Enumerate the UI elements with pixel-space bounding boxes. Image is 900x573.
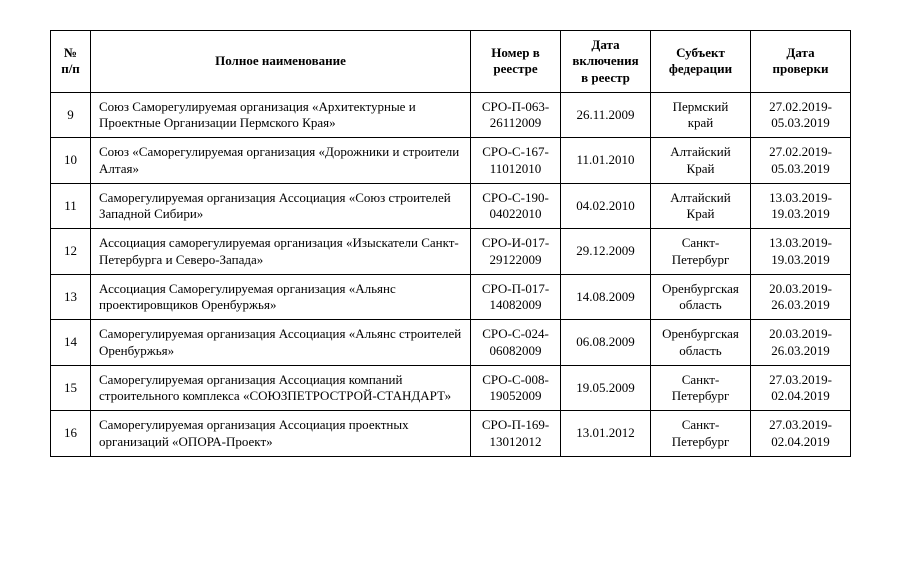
cell-check-date: 13.03.2019-19.03.2019	[751, 229, 851, 275]
cell-reg-no: СРО-П-169-13012012	[471, 411, 561, 457]
table-body: 9Союз Саморегулируемая организация «Архи…	[51, 92, 851, 456]
cell-subject: Алтайский Край	[651, 183, 751, 229]
cell-check-date: 27.03.2019-02.04.2019	[751, 365, 851, 411]
col-check-date: Дата проверки	[751, 31, 851, 93]
cell-incl-date: 11.01.2010	[561, 138, 651, 184]
registry-table: № п/п Полное наименование Номер в реестр…	[50, 30, 851, 457]
cell-num: 11	[51, 183, 91, 229]
cell-num: 13	[51, 274, 91, 320]
header-row: № п/п Полное наименование Номер в реестр…	[51, 31, 851, 93]
cell-subject: Оренбургская область	[651, 320, 751, 366]
cell-num: 9	[51, 92, 91, 138]
cell-reg-no: СРО-П-017-14082009	[471, 274, 561, 320]
cell-reg-no: СРО-П-063-26112009	[471, 92, 561, 138]
table-row: 14Саморегулируемая организация Ассоциаци…	[51, 320, 851, 366]
cell-check-date: 20.03.2019-26.03.2019	[751, 274, 851, 320]
cell-reg-no: СРО-С-190-04022010	[471, 183, 561, 229]
cell-subject: Алтайский Край	[651, 138, 751, 184]
cell-name: Ассоциация Саморегулируемая организация …	[91, 274, 471, 320]
table-row: 16Саморегулируемая организация Ассоциаци…	[51, 411, 851, 457]
cell-incl-date: 04.02.2010	[561, 183, 651, 229]
cell-reg-no: СРО-С-008-19052009	[471, 365, 561, 411]
col-name: Полное наименование	[91, 31, 471, 93]
cell-name: Ассоциация саморегулируемая организация …	[91, 229, 471, 275]
cell-reg-no: СРО-И-017-29122009	[471, 229, 561, 275]
cell-check-date: 27.02.2019-05.03.2019	[751, 92, 851, 138]
cell-subject: Оренбургская область	[651, 274, 751, 320]
table-row: 12Ассоциация саморегулируемая организаци…	[51, 229, 851, 275]
cell-name: Саморегулируемая организация Ассоциация …	[91, 365, 471, 411]
cell-num: 12	[51, 229, 91, 275]
cell-subject: Санкт-Петербург	[651, 229, 751, 275]
cell-check-date: 27.03.2019-02.04.2019	[751, 411, 851, 457]
table-row: 11Саморегулируемая организация Ассоциаци…	[51, 183, 851, 229]
table-head: № п/п Полное наименование Номер в реестр…	[51, 31, 851, 93]
cell-name: Саморегулируемая организация Ассоциация …	[91, 320, 471, 366]
cell-check-date: 20.03.2019-26.03.2019	[751, 320, 851, 366]
cell-name: Союз Саморегулируемая организация «Архит…	[91, 92, 471, 138]
cell-subject: Санкт-Петербург	[651, 411, 751, 457]
cell-incl-date: 29.12.2009	[561, 229, 651, 275]
table-row: 9Союз Саморегулируемая организация «Архи…	[51, 92, 851, 138]
cell-num: 15	[51, 365, 91, 411]
col-reg-no: Номер в реестре	[471, 31, 561, 93]
cell-name: Союз «Саморегулируемая организация «Доро…	[91, 138, 471, 184]
cell-incl-date: 19.05.2009	[561, 365, 651, 411]
cell-incl-date: 13.01.2012	[561, 411, 651, 457]
cell-incl-date: 26.11.2009	[561, 92, 651, 138]
cell-incl-date: 14.08.2009	[561, 274, 651, 320]
cell-name: Саморегулируемая организация Ассоциация …	[91, 183, 471, 229]
cell-num: 14	[51, 320, 91, 366]
cell-incl-date: 06.08.2009	[561, 320, 651, 366]
col-num: № п/п	[51, 31, 91, 93]
col-incl-date: Дата включения в реестр	[561, 31, 651, 93]
cell-check-date: 13.03.2019-19.03.2019	[751, 183, 851, 229]
cell-check-date: 27.02.2019-05.03.2019	[751, 138, 851, 184]
table-row: 13Ассоциация Саморегулируемая организаци…	[51, 274, 851, 320]
table-row: 10Союз «Саморегулируемая организация «До…	[51, 138, 851, 184]
cell-name: Саморегулируемая организация Ассоциация …	[91, 411, 471, 457]
cell-reg-no: СРО-С-024-06082009	[471, 320, 561, 366]
cell-num: 16	[51, 411, 91, 457]
cell-subject: Пермский край	[651, 92, 751, 138]
cell-subject: Санкт-Петербург	[651, 365, 751, 411]
cell-reg-no: СРО-С-167-11012010	[471, 138, 561, 184]
table-row: 15Саморегулируемая организация Ассоциаци…	[51, 365, 851, 411]
col-subject: Субъект федерации	[651, 31, 751, 93]
cell-num: 10	[51, 138, 91, 184]
